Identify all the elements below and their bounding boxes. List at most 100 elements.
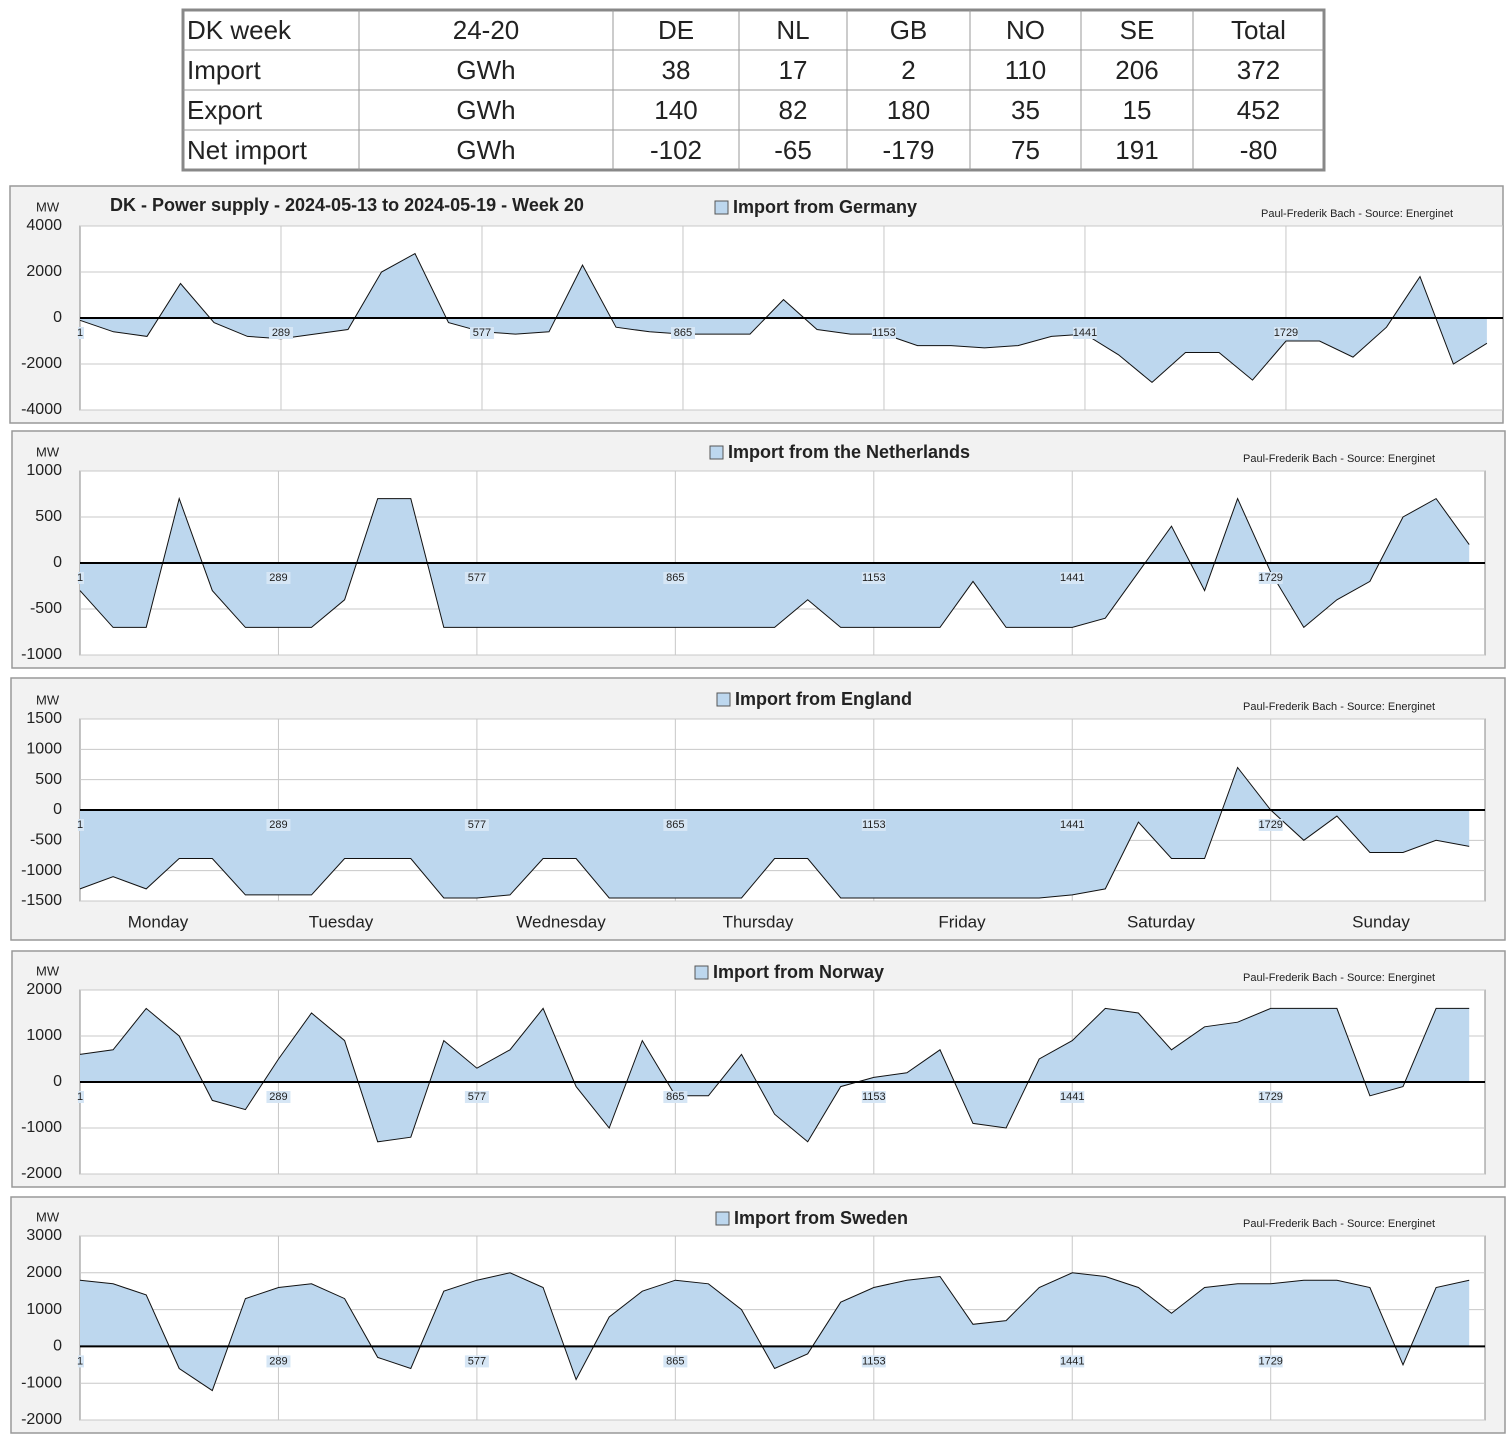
table-cell: GWh — [456, 55, 515, 85]
y-axis-label: MW — [36, 963, 60, 978]
x-tick-label-bg — [78, 327, 84, 339]
x-tick-label-bg — [268, 327, 293, 339]
x-tick-label-bg — [78, 819, 84, 831]
x-tick-label-bg — [1060, 819, 1085, 831]
table-cell: 452 — [1237, 95, 1280, 125]
x-tick-label-bg — [469, 327, 494, 339]
x-tick-label-bg — [464, 572, 489, 584]
x-tick-label: 577 — [468, 572, 486, 584]
line — [79, 1007, 1470, 1143]
table-cell: -65 — [774, 135, 812, 165]
table-cell: 75 — [1011, 135, 1040, 165]
legend-label: Import from England — [735, 689, 912, 709]
x-tick-label-bg — [663, 1091, 688, 1103]
x-tick-label: 1153 — [862, 1091, 886, 1103]
x-tick-label-bg — [861, 1091, 886, 1103]
x-tick-label-bg — [78, 1355, 84, 1368]
day-label: Monday — [128, 912, 189, 931]
table-cell: 24-20 — [453, 15, 520, 45]
x-tick-label-bg — [78, 1091, 84, 1103]
table-cell: 180 — [887, 95, 930, 125]
table-cell: 2 — [901, 55, 915, 85]
legend-label: Import from Norway — [713, 962, 884, 982]
y-tick-label: 0 — [53, 309, 62, 326]
table-cell: -102 — [650, 135, 702, 165]
x-tick-label-bg — [663, 819, 688, 831]
source-note: Paul-Frederik Bach - Source: Energinet — [1243, 1218, 1435, 1230]
y-tick-label: 2000 — [26, 263, 62, 280]
table-cell: NL — [776, 15, 809, 45]
x-tick-label-bg — [1258, 1091, 1283, 1103]
x-tick-label: 1729 — [1258, 1355, 1282, 1367]
table-cell: DK week — [187, 15, 292, 45]
day-label: Friday — [938, 912, 986, 931]
chart-title: DK - Power supply - 2024-05-13 to 2024-0… — [110, 195, 584, 215]
legend-label: Import from Sweden — [734, 1208, 908, 1228]
y-tick-label: -1000 — [21, 862, 62, 879]
table-cell: 110 — [1005, 55, 1046, 85]
y-tick-label: 0 — [53, 554, 62, 571]
y-tick-label: -4000 — [21, 401, 62, 418]
table-cell: 15 — [1123, 95, 1152, 125]
table-cell: -80 — [1240, 135, 1278, 165]
x-tick-label-bg — [861, 572, 886, 584]
legend-swatch — [694, 965, 709, 980]
y-axis-label: MW — [36, 692, 60, 707]
day-label: Saturday — [1127, 912, 1196, 931]
table-cell: 140 — [654, 95, 697, 125]
y-tick-label: -1000 — [21, 1119, 62, 1136]
y-tick-label: 0 — [53, 1073, 62, 1090]
x-tick-label: 289 — [269, 1355, 287, 1367]
y-tick-label: 3000 — [26, 1227, 62, 1244]
x-tick-label-bg — [464, 1355, 489, 1368]
x-tick-label-bg — [1273, 327, 1298, 339]
table-cell: NO — [1006, 15, 1045, 45]
y-tick-label: -1000 — [21, 646, 62, 663]
y-tick-label: -1500 — [21, 892, 62, 909]
table-cell: 206 — [1115, 55, 1158, 85]
y-tick-label: 0 — [53, 801, 62, 818]
x-tick-label: 1441 — [1060, 572, 1084, 584]
x-tick-label-bg — [1060, 572, 1085, 584]
y-tick-label: -500 — [30, 832, 62, 849]
y-axis-label: MW — [36, 444, 60, 459]
x-tick-label-bg — [266, 1355, 291, 1368]
table-cell: GWh — [456, 135, 515, 165]
x-tick-label-bg — [1258, 572, 1283, 584]
line — [79, 252, 1488, 384]
table-cell: 38 — [662, 55, 691, 85]
table-cell: 82 — [779, 95, 808, 125]
x-tick-label-bg — [464, 819, 489, 831]
x-tick-label-bg — [1258, 1355, 1283, 1368]
x-tick-label: 289 — [269, 572, 287, 584]
y-tick-label: -2000 — [21, 1411, 62, 1428]
x-tick-label: 1 — [77, 819, 83, 831]
x-tick-label-bg — [266, 1091, 291, 1103]
x-tick-label-bg — [1060, 1355, 1085, 1368]
table-cell: DE — [658, 15, 694, 45]
area — [80, 1272, 1470, 1391]
y-tick-label: 0 — [53, 1338, 62, 1355]
day-label: Wednesday — [516, 912, 606, 931]
x-tick-label: 1729 — [1258, 572, 1282, 584]
x-tick-label: 289 — [272, 327, 290, 339]
legend-label: Import from Germany — [733, 197, 917, 217]
x-tick-label: 577 — [473, 327, 491, 339]
x-tick-label: 289 — [269, 1091, 287, 1103]
legend-swatch — [716, 692, 731, 707]
x-tick-label: 1 — [77, 1355, 83, 1367]
x-tick-label: 1 — [77, 572, 83, 584]
table-cell: 35 — [1011, 95, 1040, 125]
x-tick-label-bg — [670, 327, 695, 339]
x-tick-label: 865 — [666, 1091, 684, 1103]
table-cell: GWh — [456, 95, 515, 125]
x-tick-label-bg — [861, 819, 886, 831]
source-note: Paul-Frederik Bach - Source: Energinet — [1243, 453, 1435, 465]
x-tick-label: 1729 — [1274, 327, 1298, 339]
y-tick-label: 4000 — [26, 217, 62, 234]
x-tick-label-bg — [1072, 327, 1097, 339]
day-label: Tuesday — [309, 912, 374, 931]
x-tick-label: 577 — [468, 819, 486, 831]
x-tick-label: 1729 — [1258, 819, 1282, 831]
x-tick-label-bg — [1258, 819, 1283, 831]
